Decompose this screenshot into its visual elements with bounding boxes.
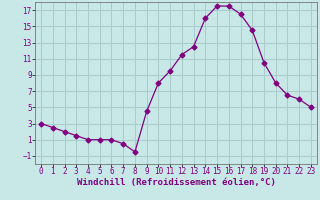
X-axis label: Windchill (Refroidissement éolien,°C): Windchill (Refroidissement éolien,°C) <box>76 178 276 187</box>
